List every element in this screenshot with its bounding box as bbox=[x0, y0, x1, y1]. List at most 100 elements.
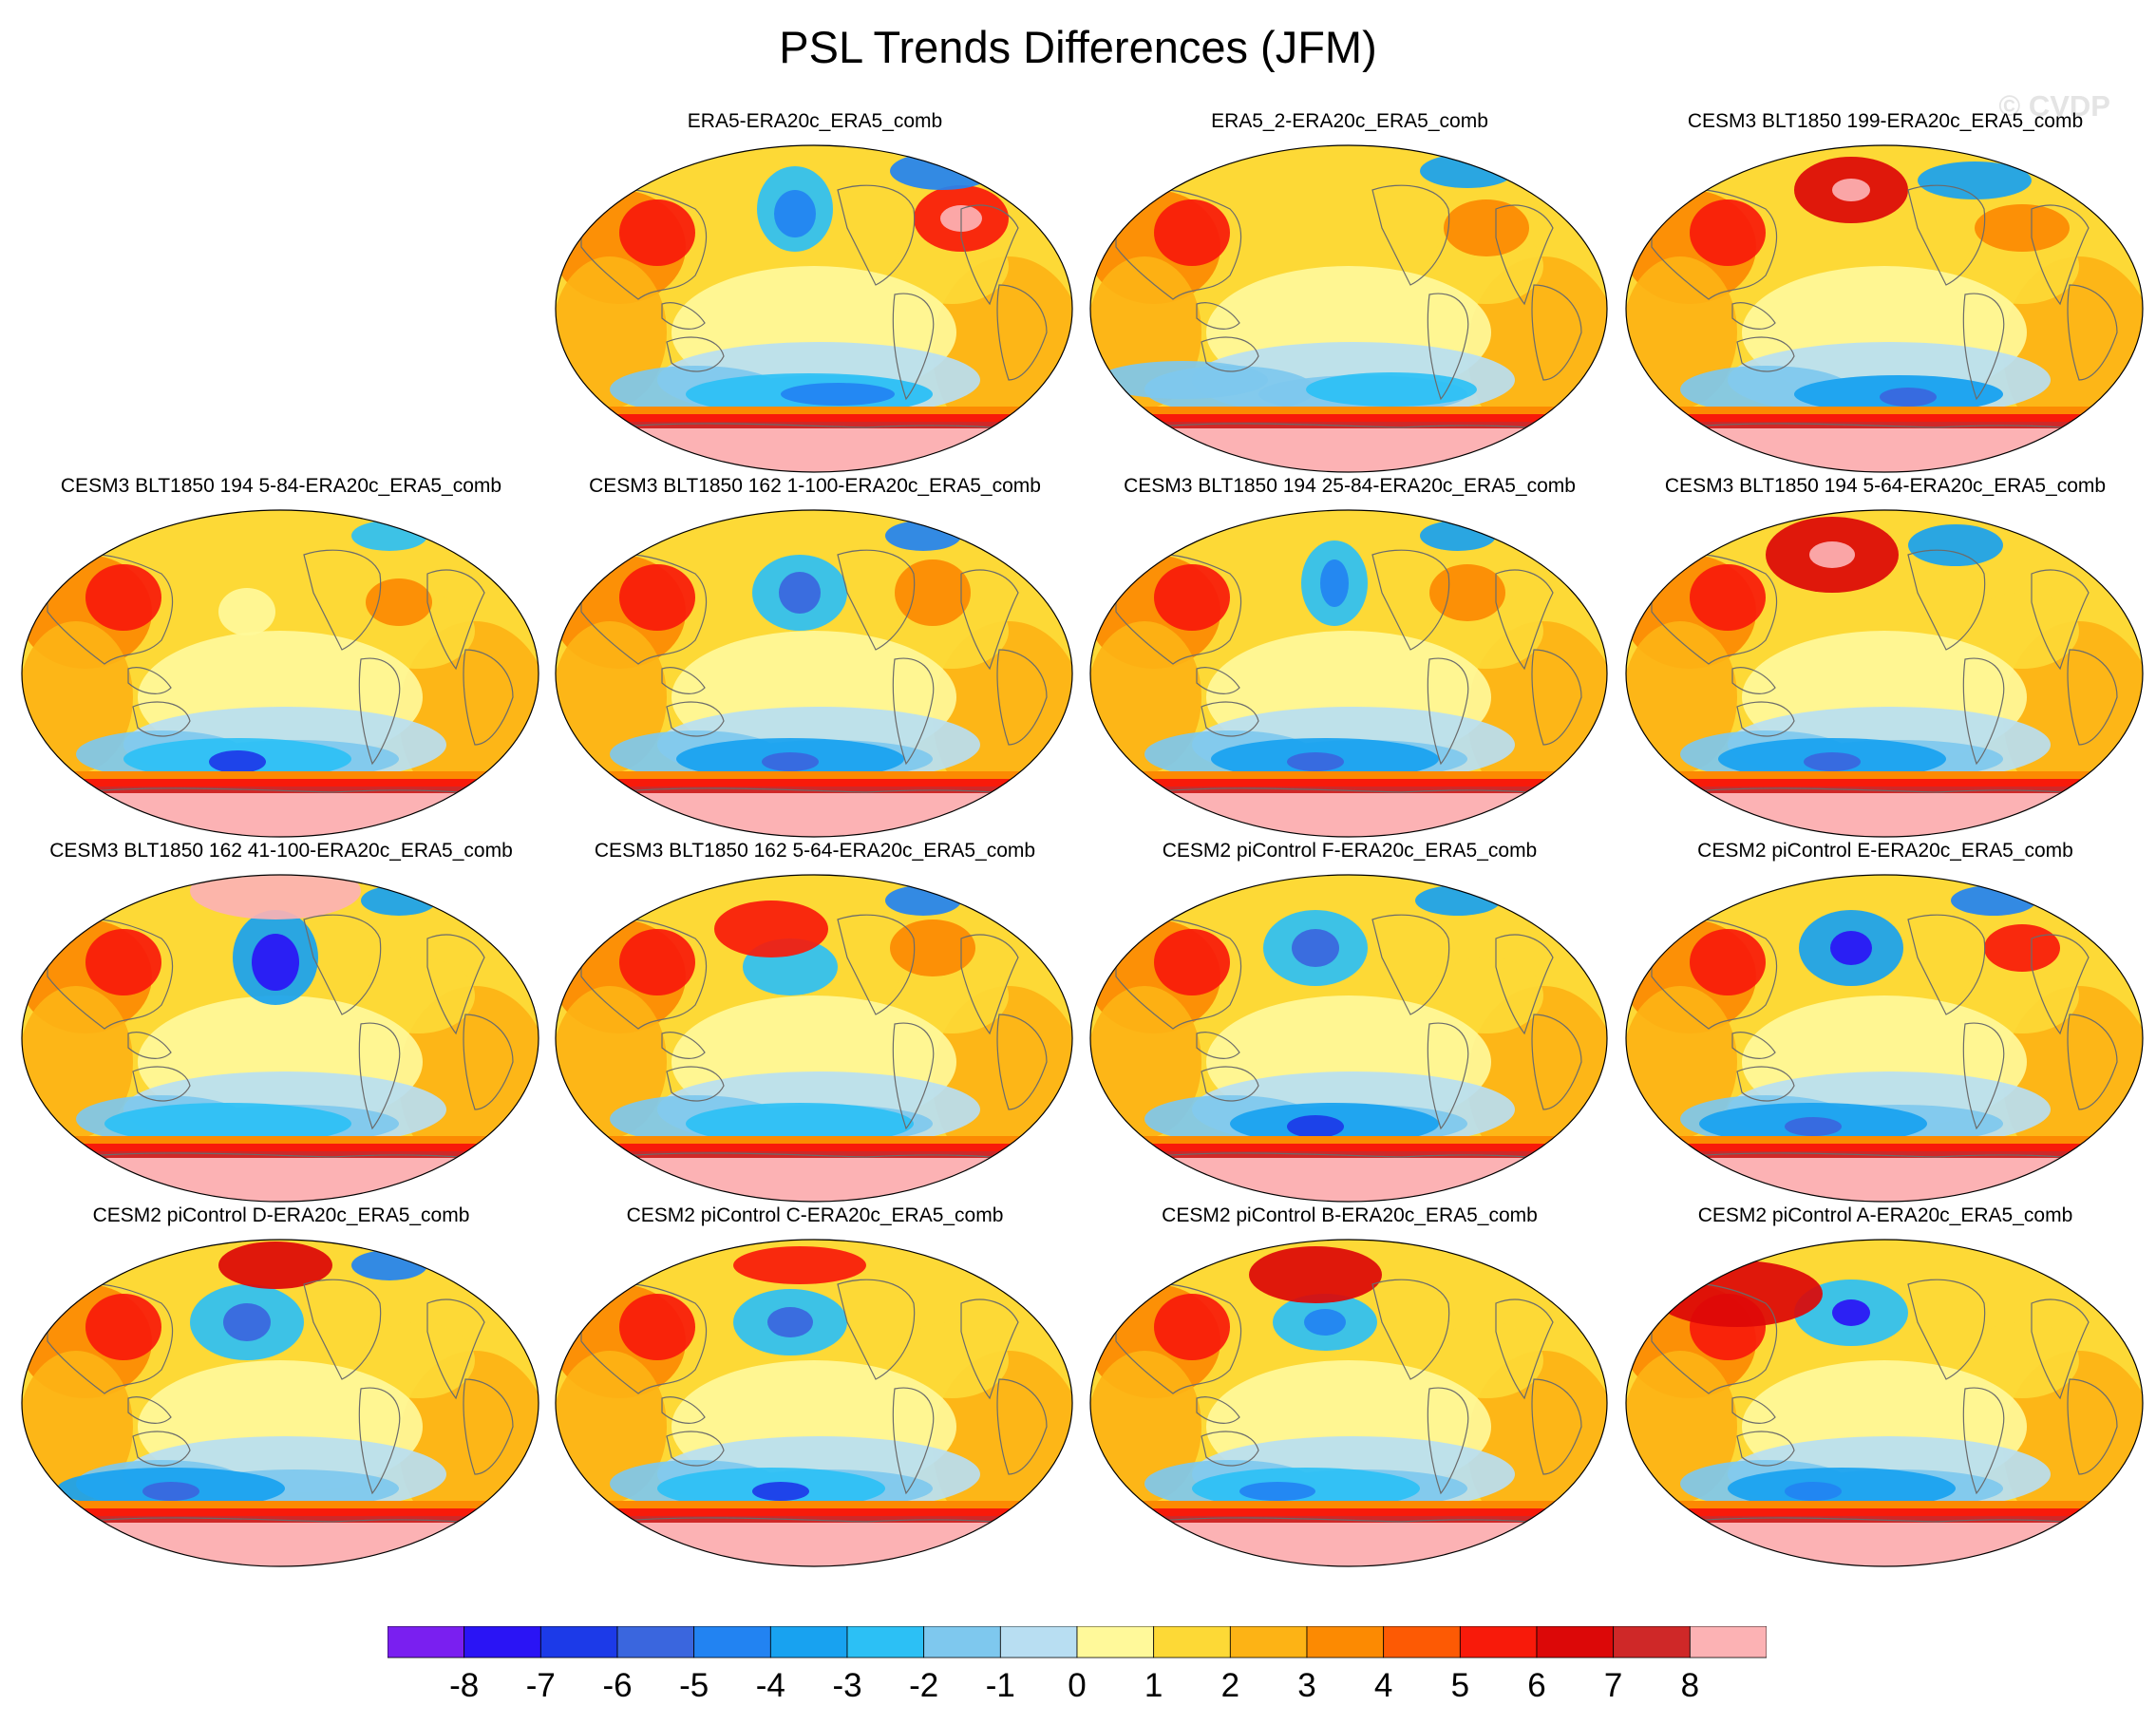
coastline bbox=[892, 1387, 935, 1495]
field-band bbox=[1626, 414, 2143, 422]
field-contour bbox=[1429, 1322, 1543, 1398]
coastline bbox=[358, 657, 401, 766]
coastline bbox=[1371, 184, 1450, 286]
coastline bbox=[127, 667, 172, 694]
field-contour bbox=[895, 559, 971, 626]
antarctic-cap bbox=[556, 1523, 1072, 1566]
field-contour bbox=[1908, 524, 2003, 566]
coastline bbox=[1531, 1378, 1582, 1475]
map bbox=[21, 874, 539, 1203]
colorbar-swatch bbox=[1306, 1626, 1385, 1659]
colorbar-swatch bbox=[1536, 1626, 1615, 1659]
antarctic-cap bbox=[1626, 1158, 2143, 1202]
coastline bbox=[661, 1396, 706, 1424]
field-band bbox=[556, 779, 1072, 787]
map-panel: CESM3 BLT1850 162 5-64-ERA20c_ERA5_comb bbox=[549, 840, 1081, 1220]
coastline bbox=[1731, 302, 1776, 330]
map-border bbox=[21, 509, 539, 838]
field-contour bbox=[619, 564, 695, 631]
field-contour bbox=[142, 1482, 199, 1501]
coastline bbox=[1531, 649, 1582, 746]
colorbar-swatch bbox=[999, 1626, 1078, 1659]
field-contour bbox=[1292, 929, 1339, 967]
map-panel: CESM3 BLT1850 199-ERA20c_ERA5_comb bbox=[1619, 110, 2151, 490]
field-contour bbox=[1880, 388, 1937, 407]
field-contour bbox=[1785, 1117, 1842, 1136]
map bbox=[1089, 509, 1608, 838]
field-contour bbox=[1626, 256, 1737, 408]
panel-title: CESM2 piControl A-ERA20c_ERA5_comb bbox=[1697, 1204, 2073, 1226]
field-contour bbox=[252, 934, 299, 991]
coastline bbox=[996, 649, 1048, 746]
coastline bbox=[1962, 293, 2005, 401]
panel-title: CESM2 piControl C-ERA20c_ERA5_comb bbox=[626, 1204, 1004, 1226]
field-contour bbox=[556, 621, 667, 773]
colorbar-label: 7 bbox=[1604, 1667, 1622, 1704]
field-contour bbox=[1154, 929, 1230, 995]
field-band bbox=[556, 1151, 1072, 1158]
colorbar-label: -6 bbox=[602, 1667, 632, 1704]
field-contour bbox=[1975, 204, 2070, 252]
antarctic-cap bbox=[1626, 428, 2143, 472]
coastline bbox=[1679, 1517, 2099, 1527]
coastline bbox=[837, 1279, 916, 1380]
coastline bbox=[960, 1298, 1019, 1400]
colorbar-label: 5 bbox=[1451, 1667, 1469, 1704]
field-contour bbox=[104, 1103, 351, 1145]
field-contour bbox=[361, 1322, 475, 1398]
colorbar-label: 2 bbox=[1221, 1667, 1239, 1704]
map-field bbox=[1090, 145, 1607, 472]
coastline bbox=[1651, 188, 1778, 300]
colorbar-label: -5 bbox=[679, 1667, 709, 1704]
coastline bbox=[2031, 204, 2090, 306]
field-band bbox=[556, 1501, 1072, 1508]
field-contour bbox=[1918, 161, 2032, 199]
colorbar-swatch bbox=[1383, 1626, 1461, 1659]
map-panel: CESM2 piControl F-ERA20c_ERA5_comb bbox=[1084, 840, 1616, 1220]
field-band bbox=[1626, 1501, 2143, 1508]
coastline bbox=[2067, 649, 2118, 746]
map bbox=[555, 509, 1073, 838]
coastline bbox=[661, 302, 706, 330]
map bbox=[21, 1239, 539, 1567]
coastline bbox=[132, 1066, 191, 1102]
coastline bbox=[1731, 667, 1776, 694]
coastline bbox=[1144, 787, 1563, 798]
field-contour bbox=[762, 752, 819, 771]
antarctic-cap bbox=[22, 1523, 539, 1566]
coastline bbox=[609, 787, 1029, 798]
panel-title: CESM2 piControl E-ERA20c_ERA5_comb bbox=[1697, 840, 2073, 862]
field-contour bbox=[1652, 1261, 1823, 1327]
field-contour bbox=[1154, 564, 1230, 631]
map-panel: CESM2 piControl D-ERA20c_ERA5_comb bbox=[15, 1204, 547, 1584]
field-contour bbox=[556, 986, 667, 1138]
antarctic-cap bbox=[1090, 428, 1607, 472]
field-band bbox=[1090, 787, 1607, 793]
field-band bbox=[1090, 771, 1607, 779]
colorbar-swatch bbox=[1689, 1626, 1767, 1659]
map-border bbox=[1625, 1239, 2144, 1567]
field-contour bbox=[556, 256, 667, 408]
coastline bbox=[1679, 787, 2099, 798]
antarctic-cap bbox=[22, 1158, 539, 1202]
panel-title: CESM3 BLT1850 199-ERA20c_ERA5_comb bbox=[1687, 110, 2084, 132]
antarctic-cap bbox=[1090, 793, 1607, 837]
map-panel: CESM3 BLT1850 162 1-100-ERA20c_ERA5_comb bbox=[549, 475, 1081, 855]
coastline bbox=[666, 336, 725, 372]
field-contour bbox=[223, 1303, 271, 1341]
field-band bbox=[1090, 422, 1607, 428]
coastline bbox=[303, 1279, 382, 1380]
colorbar-swatch bbox=[693, 1626, 771, 1659]
field-contour bbox=[1320, 559, 1349, 607]
coastline bbox=[666, 701, 725, 737]
field-band bbox=[1090, 1144, 1607, 1151]
field-band bbox=[556, 1516, 1072, 1523]
panel-title: CESM3 BLT1850 194 25-84-ERA20c_ERA5_comb bbox=[1124, 475, 1576, 497]
coastline bbox=[1144, 1152, 1563, 1163]
map-border bbox=[21, 1239, 539, 1567]
coastline bbox=[1531, 1014, 1582, 1110]
coastline bbox=[1201, 1066, 1259, 1102]
field-contour bbox=[556, 1351, 667, 1503]
map-panel: CESM2 piControl C-ERA20c_ERA5_comb bbox=[549, 1204, 1081, 1584]
